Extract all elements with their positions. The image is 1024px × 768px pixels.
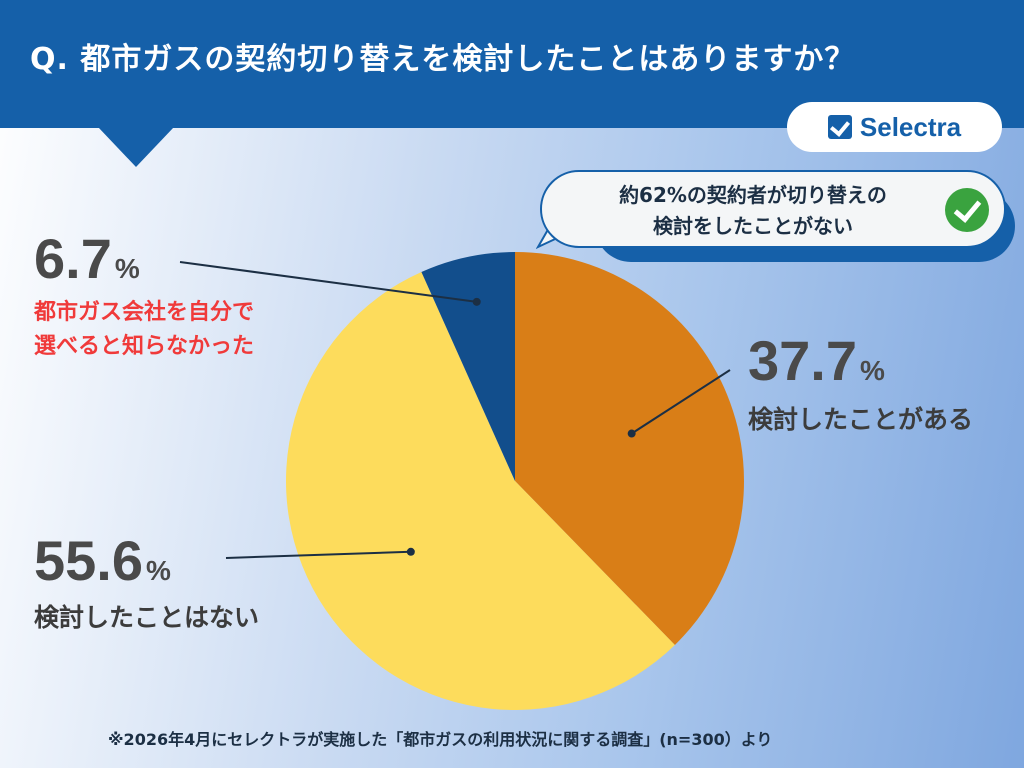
callout-line2: 検討をしたことがない bbox=[653, 214, 853, 238]
value-label-navy: 6.7% bbox=[34, 227, 140, 290]
value-label-yellow: 55.6% bbox=[34, 529, 171, 592]
category-label-navy: 都市ガス会社を自分で 選べると知らなかった bbox=[34, 300, 255, 359]
slice-yellow bbox=[286, 271, 675, 710]
category-label-orange: 検討したことがある bbox=[748, 405, 974, 434]
callout-bubble: 約62%の契約者が切り替えの 検討をしたことがない bbox=[540, 170, 1006, 248]
selectra-logo: Selectra bbox=[787, 102, 1002, 152]
leader-dot bbox=[472, 297, 481, 306]
leader-line bbox=[631, 369, 731, 435]
leader-line bbox=[225, 550, 411, 559]
source-footnote: ※2026年4月にセレクトラが実施した「都市ガスの利用状況に関する調査」(n=3… bbox=[108, 730, 773, 749]
leader-dot bbox=[406, 547, 415, 556]
leader-line bbox=[179, 261, 477, 303]
header-pointer bbox=[98, 127, 174, 167]
logo-text: Selectra bbox=[859, 111, 962, 142]
leader-dot bbox=[627, 429, 636, 438]
category-label-yellow: 検討したことはない bbox=[34, 603, 260, 632]
slice-orange bbox=[515, 252, 744, 645]
page-title: Q. 都市ガスの契約切り替えを検討したことはありますか？ bbox=[30, 42, 856, 77]
logo-check-icon bbox=[827, 115, 852, 139]
slice-navy bbox=[421, 252, 515, 481]
value-label-orange: 37.7% bbox=[748, 329, 885, 392]
check-circle-icon bbox=[945, 188, 989, 232]
callout-line1: 約62%の契約者が切り替えの bbox=[619, 183, 887, 207]
